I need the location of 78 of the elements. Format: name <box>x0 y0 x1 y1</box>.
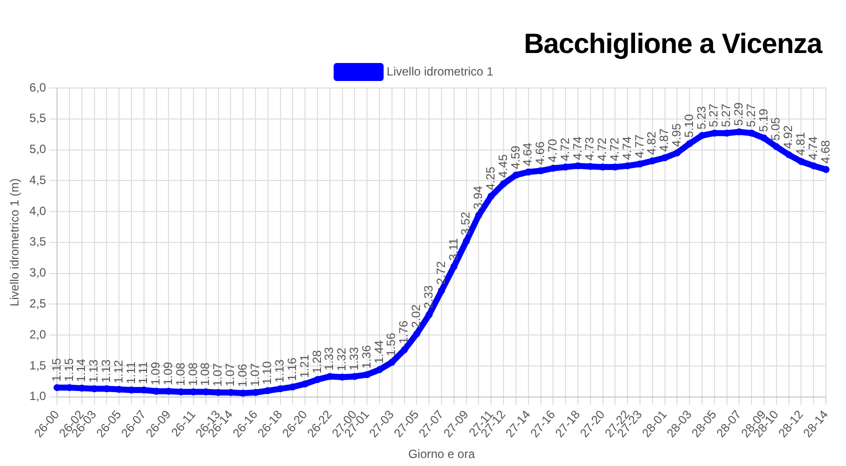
text: 4.92 <box>781 125 796 149</box>
text: 4.68 <box>818 140 832 164</box>
text: 5.19 <box>756 108 770 132</box>
text: 1.21 <box>297 354 312 378</box>
y-tick-label: 1,5 <box>29 358 46 372</box>
text: 4.45 <box>496 154 510 178</box>
y-tick-label: 5,5 <box>29 111 46 126</box>
text: 1.76 <box>396 320 411 344</box>
text: 1.08 <box>186 362 200 386</box>
y-tick-label: 5,0 <box>29 142 46 156</box>
text: 1.10 <box>260 361 274 385</box>
text: 1.07 <box>210 363 225 387</box>
legend-label: Livello idrometrico 1 <box>386 64 494 78</box>
text: 1.08 <box>198 362 212 386</box>
text: 1.32 <box>334 348 349 372</box>
text: 3.52 <box>458 212 473 236</box>
text: 5.27 <box>706 104 721 128</box>
text: 1.13 <box>86 359 101 383</box>
text: 5.05 <box>768 117 783 141</box>
text: 1.15 <box>62 358 76 382</box>
text: 4.64 <box>520 142 535 166</box>
text: 1.28 <box>310 350 324 374</box>
y-tick-label: 6,0 <box>29 80 46 94</box>
y-tick-label: 4,5 <box>29 172 46 187</box>
text: 3.11 <box>446 238 460 261</box>
text: 1.09 <box>148 362 163 386</box>
text: 1.11 <box>136 362 150 384</box>
text: 1.16 <box>285 358 300 381</box>
text: 1.06 <box>235 364 250 388</box>
text: 4.74 <box>620 136 634 160</box>
text: 1.56 <box>384 332 398 356</box>
text: 5.27 <box>744 104 758 128</box>
text: 4.87 <box>657 128 672 152</box>
text: 4.66 <box>533 141 548 165</box>
text: 4.59 <box>508 146 522 170</box>
text: 4.82 <box>644 132 659 155</box>
text: 4.73 <box>582 137 597 160</box>
x-axis-title: Giorno e ora <box>408 447 476 462</box>
text: 4.70 <box>545 138 560 162</box>
text: 4.95 <box>669 123 684 147</box>
text: 1.09 <box>161 362 176 386</box>
text: 5.29 <box>732 102 746 126</box>
text: 1.07 <box>223 363 238 387</box>
text: 4.72 <box>558 138 572 162</box>
chart-title: Bacchiglione a Vicenza <box>524 28 822 60</box>
y-tick-label: 3,5 <box>29 234 46 249</box>
y-tick-label: 2,5 <box>29 296 46 310</box>
text: 1.14 <box>74 358 88 382</box>
text: 1.07 <box>248 363 262 387</box>
text: 1.15 <box>49 358 64 382</box>
y-tick-label: 4,0 <box>29 204 46 218</box>
y-axis-title: Livello idrometrico 1 (m) <box>8 178 22 306</box>
text: 4.77 <box>632 134 646 158</box>
y-tick-label: 2,0 <box>29 327 46 342</box>
text: 1.13 <box>99 359 113 383</box>
text: 1.33 <box>347 347 362 370</box>
y-tick-label: 3,0 <box>29 266 46 280</box>
text: 4.74 <box>570 136 584 160</box>
text: 1.13 <box>272 359 287 383</box>
text: 2.72 <box>434 261 448 285</box>
y-tick-label: 1,0 <box>29 389 46 404</box>
text: 1.11 <box>124 362 138 384</box>
text: 1.08 <box>173 362 188 386</box>
text: 4.72 <box>607 138 622 162</box>
text: 4.81 <box>794 132 808 156</box>
text: 4.25 <box>483 166 498 190</box>
text: 2.02 <box>409 304 424 328</box>
text: 3.94 <box>471 186 486 210</box>
text: 5.27 <box>719 104 734 128</box>
text: 2.33 <box>421 285 436 309</box>
text: 1.36 <box>359 345 374 369</box>
text: 5.10 <box>682 114 696 138</box>
text: 4.72 <box>595 138 610 162</box>
text: 5.23 <box>694 106 708 130</box>
text: 1.33 <box>322 347 336 370</box>
text: 4.74 <box>806 136 820 160</box>
text: 1.12 <box>111 360 126 384</box>
text: 1.44 <box>372 340 386 364</box>
